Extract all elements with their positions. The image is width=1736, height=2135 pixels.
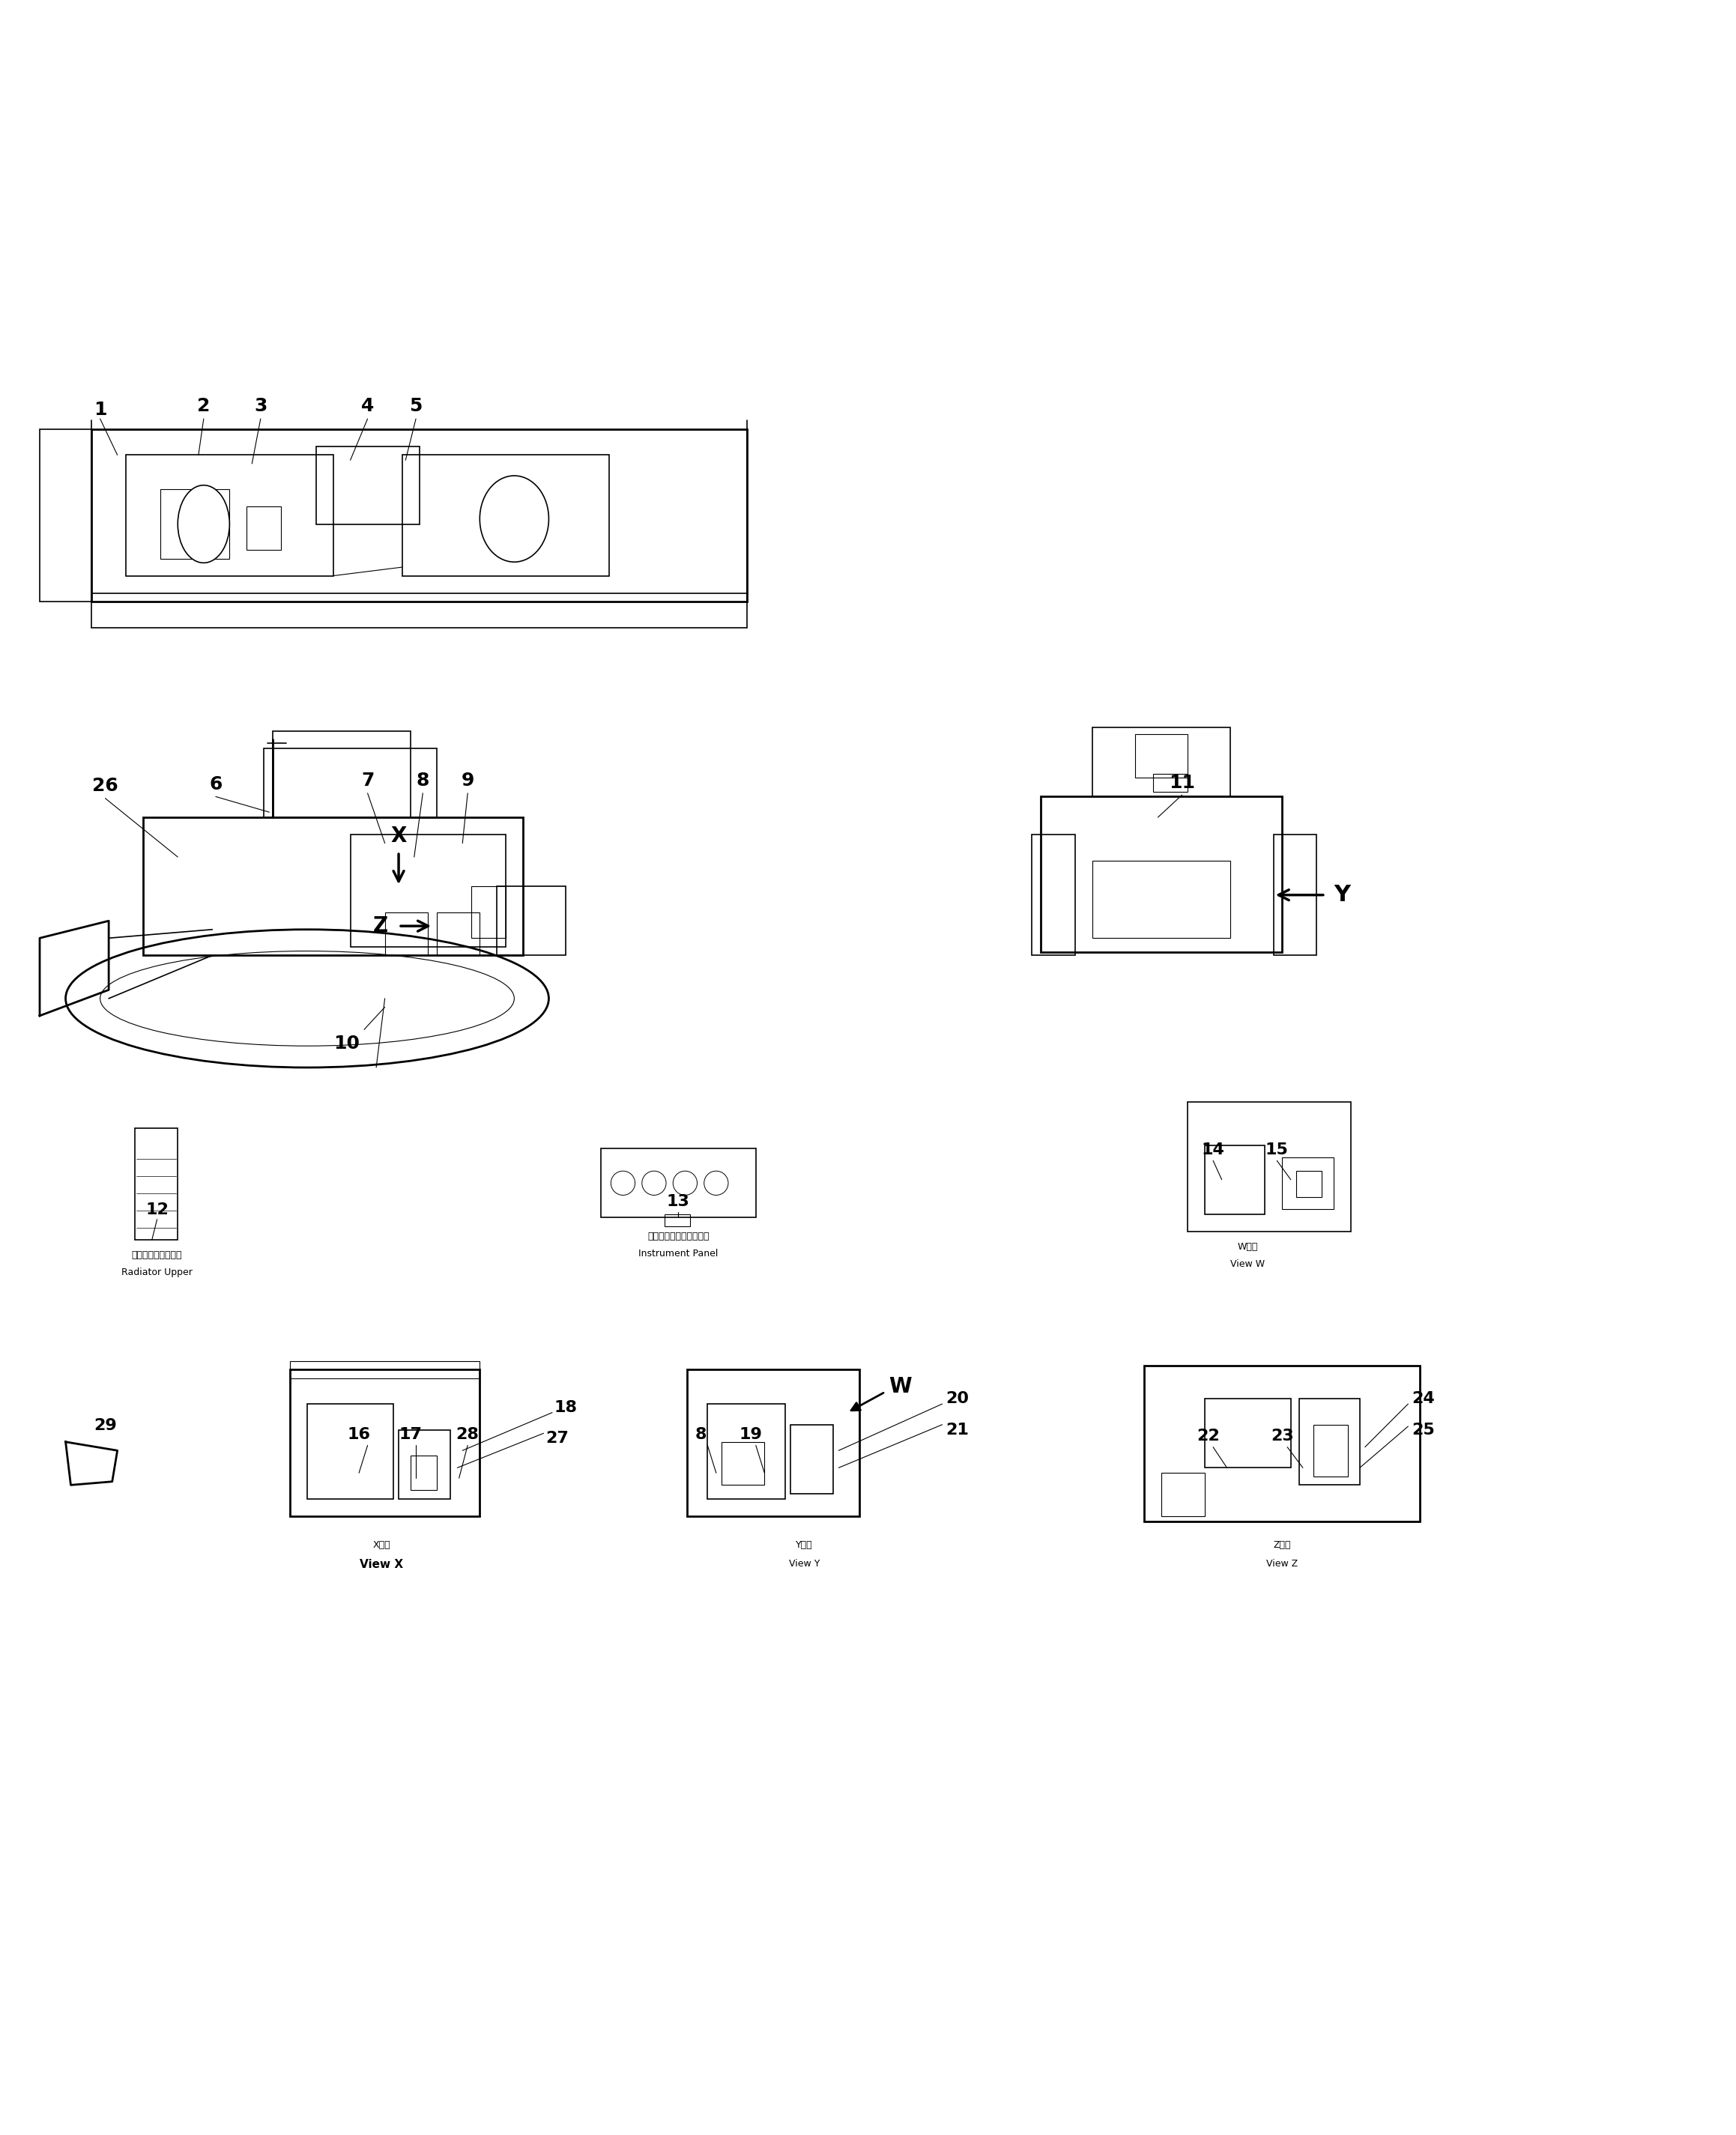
Ellipse shape: [177, 485, 229, 564]
Text: W　視: W 視: [1238, 1243, 1259, 1251]
Bar: [1297, 1170, 1321, 1198]
Text: Y　視: Y 視: [795, 1539, 812, 1550]
Text: 28: 28: [457, 1426, 479, 1441]
Bar: [1205, 1144, 1266, 1215]
Bar: [40, 429, 92, 602]
Text: 26: 26: [92, 777, 118, 794]
Text: 29: 29: [94, 1418, 116, 1433]
Bar: [403, 455, 609, 576]
Text: Instrument Panel: Instrument Panel: [639, 1249, 719, 1258]
Text: View X: View X: [359, 1559, 403, 1571]
Bar: [160, 489, 229, 559]
Bar: [264, 747, 436, 818]
Text: 21: 21: [946, 1422, 969, 1437]
Bar: [687, 1369, 859, 1516]
Text: 22: 22: [1196, 1428, 1219, 1443]
Bar: [470, 886, 505, 937]
Text: 1: 1: [94, 401, 106, 418]
Text: 25: 25: [1411, 1422, 1434, 1437]
Bar: [1205, 1398, 1292, 1467]
Text: 24: 24: [1411, 1392, 1434, 1407]
Bar: [1092, 728, 1231, 796]
Bar: [708, 1405, 785, 1499]
Bar: [1283, 1157, 1333, 1208]
Text: 20: 20: [946, 1392, 969, 1407]
Bar: [496, 886, 566, 954]
Bar: [722, 1441, 764, 1486]
Bar: [1135, 734, 1187, 777]
Bar: [1274, 835, 1316, 954]
Bar: [665, 1215, 691, 1225]
Text: Z　視: Z 視: [1272, 1539, 1292, 1550]
Text: 18: 18: [554, 1401, 576, 1416]
Text: Z: Z: [373, 916, 389, 937]
Circle shape: [642, 1170, 667, 1196]
Text: 17: 17: [399, 1426, 422, 1441]
Text: インスツルメントパネル: インスツルメントパネル: [648, 1232, 708, 1240]
Text: Y: Y: [1333, 884, 1351, 905]
Text: 13: 13: [667, 1193, 689, 1208]
Bar: [92, 594, 746, 628]
Bar: [273, 730, 411, 818]
Text: Radiator Upper: Radiator Upper: [122, 1268, 193, 1277]
Bar: [1031, 835, 1075, 954]
Text: 23: 23: [1271, 1428, 1293, 1443]
Text: X: X: [391, 826, 406, 848]
Bar: [1161, 1473, 1205, 1516]
Text: 12: 12: [146, 1202, 168, 1217]
Text: 4: 4: [361, 397, 373, 416]
Bar: [1187, 1102, 1351, 1232]
Text: 5: 5: [410, 397, 422, 416]
Text: 9: 9: [462, 771, 474, 790]
Circle shape: [705, 1170, 727, 1196]
Bar: [247, 506, 281, 551]
Text: View Y: View Y: [788, 1559, 819, 1569]
Text: 19: 19: [740, 1426, 762, 1441]
Bar: [144, 818, 523, 954]
Text: 27: 27: [545, 1430, 568, 1445]
Bar: [135, 1127, 177, 1240]
Text: 3: 3: [253, 397, 267, 416]
Text: 6: 6: [210, 775, 222, 794]
Bar: [1300, 1398, 1359, 1486]
Bar: [411, 1456, 436, 1490]
Bar: [127, 455, 333, 576]
Bar: [790, 1424, 833, 1494]
Text: ラジエータアッパー: ラジエータアッパー: [132, 1251, 182, 1260]
Bar: [1312, 1424, 1347, 1477]
Text: 16: 16: [347, 1426, 370, 1441]
Ellipse shape: [66, 929, 549, 1068]
Text: View Z: View Z: [1266, 1559, 1299, 1569]
Text: 11: 11: [1168, 773, 1194, 792]
Bar: [1144, 1366, 1420, 1522]
Text: 2: 2: [198, 397, 210, 416]
Bar: [290, 1369, 479, 1516]
Bar: [290, 1360, 479, 1377]
Bar: [399, 1430, 450, 1499]
Bar: [1153, 775, 1187, 792]
Bar: [307, 1405, 394, 1499]
Text: 15: 15: [1266, 1142, 1288, 1157]
Bar: [1092, 860, 1231, 937]
Ellipse shape: [479, 476, 549, 562]
Text: 10: 10: [333, 1035, 359, 1053]
Text: View W: View W: [1231, 1260, 1266, 1268]
Text: 14: 14: [1201, 1142, 1224, 1157]
Text: 8: 8: [694, 1426, 707, 1441]
Bar: [92, 429, 746, 602]
Text: W: W: [889, 1377, 911, 1396]
Circle shape: [674, 1170, 698, 1196]
Bar: [1040, 796, 1283, 952]
Bar: [385, 912, 429, 954]
Bar: [316, 446, 420, 523]
Circle shape: [611, 1170, 635, 1196]
Ellipse shape: [101, 950, 514, 1046]
Text: 8: 8: [417, 771, 429, 790]
Bar: [601, 1149, 755, 1217]
Bar: [351, 835, 505, 946]
Bar: [436, 912, 479, 954]
Text: 7: 7: [361, 771, 373, 790]
Text: X　視: X 視: [373, 1539, 391, 1550]
